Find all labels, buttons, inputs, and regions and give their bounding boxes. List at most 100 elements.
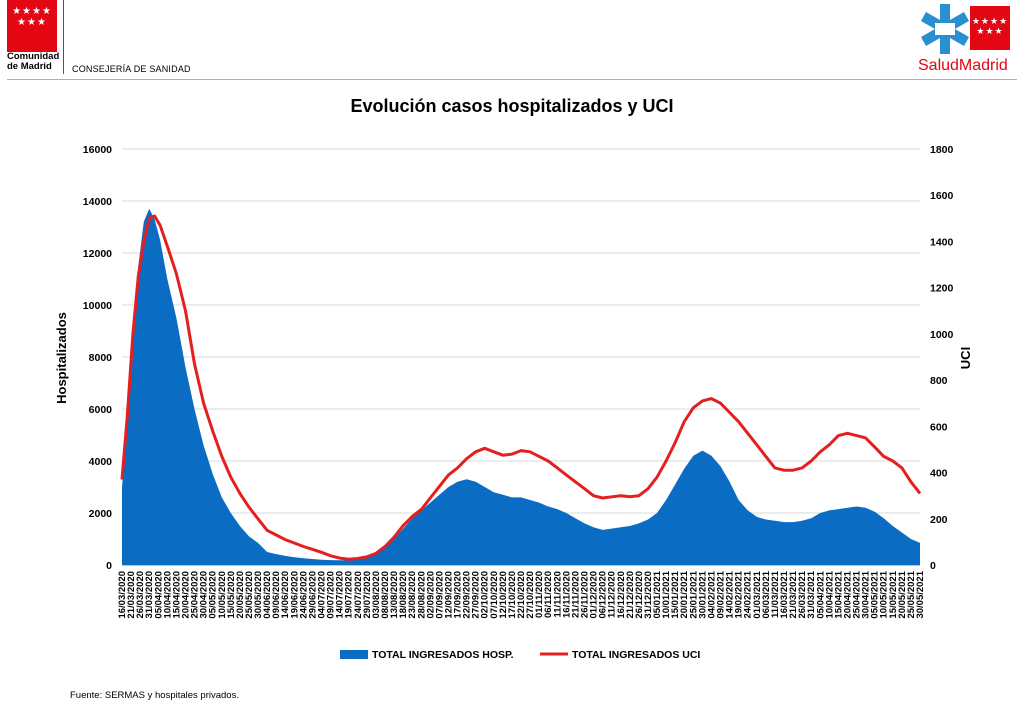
x-tick-label: 26/03/2020 — [135, 571, 146, 619]
x-tick-label: 15/05/2020 — [226, 571, 237, 619]
x-tick-label: 26/03/2021 — [797, 570, 808, 618]
x-tick-label: 30/05/2020 — [253, 571, 264, 619]
x-tick-label: 15/05/2021 — [888, 570, 899, 618]
x-tick-label: 24/07/2020 — [353, 571, 364, 619]
x-tick-label: 05/04/2021 — [815, 570, 826, 618]
x-tick-label: 16/11/2020 — [561, 571, 572, 618]
legend-label-hosp: TOTAL INGRESADOS HOSP. — [372, 649, 514, 661]
x-tick-label: 19/07/2020 — [344, 571, 355, 619]
brand-part2: Madrid — [958, 57, 1008, 74]
y2-tick-label: 0 — [930, 560, 936, 572]
x-tick-label: 09/02/2021 — [716, 570, 727, 618]
x-tick-label: 15/01/2021 — [670, 570, 681, 618]
source-note: Fuente: SERMAS y hospitales privados. — [70, 690, 239, 701]
y-tick-label: 4000 — [89, 456, 113, 468]
x-tick-label: 12/09/2020 — [444, 571, 455, 619]
x-tick-label: 22/10/2020 — [516, 571, 527, 619]
uci-line-series — [120, 214, 922, 561]
legend-swatch-hosp — [340, 650, 368, 659]
right-axis-ticks: 0 200 400 600 800 1000 1200 1400 1600 1800 — [930, 144, 954, 572]
x-tick-label: 05/05/2020 — [208, 571, 219, 619]
x-tick-label: 04/02/2021 — [706, 570, 717, 618]
y2-tick-label: 400 — [930, 468, 948, 480]
x-tick-label: 05/05/2021 — [870, 570, 881, 618]
x-tick-label: 21/11/2020 — [570, 571, 581, 618]
x-tick-label: 27/10/2020 — [525, 571, 536, 619]
x-tick-label: 29/07/2020 — [362, 571, 373, 619]
x-tick-label: 31/03/2021 — [806, 570, 817, 618]
y-axis-label: Hospitalizados — [54, 312, 69, 404]
x-tick-label: 14/07/2020 — [335, 571, 346, 619]
y-tick-label: 14000 — [83, 196, 112, 208]
uci-line — [120, 214, 922, 561]
y-tick-label: 16000 — [83, 144, 112, 156]
x-tick-label: 12/10/2020 — [498, 571, 509, 619]
y2-axis-label: UCI — [958, 347, 973, 369]
x-tick-label: 30/05/2021 — [915, 570, 926, 618]
hosp-area — [122, 208, 920, 566]
y-tick-label: 8000 — [89, 352, 113, 364]
x-tick-label: 25/05/2020 — [244, 571, 255, 619]
x-axis-ticks: 16/03/202021/03/202026/03/202031/03/2020… — [117, 570, 926, 618]
organization-name-line1: Comunidad — [7, 51, 60, 62]
x-tick-label: 14/02/2021 — [725, 570, 736, 618]
x-tick-label: 07/09/2020 — [434, 571, 445, 619]
x-tick-label: 20/01/2021 — [679, 570, 690, 618]
stars-icon: ★★★★ ★★★ — [12, 6, 52, 28]
x-tick-label: 21/12/2020 — [625, 571, 636, 619]
x-tick-label: 03/08/2020 — [371, 571, 382, 619]
x-tick-label: 14/06/2020 — [280, 571, 291, 619]
salud-madrid-logo: ★★★★ ★★★ SaludMadrid — [916, 2, 1016, 78]
x-tick-label: 15/04/2020 — [171, 571, 182, 619]
y2-tick-label: 1000 — [930, 329, 954, 341]
x-tick-label: 04/06/2020 — [262, 571, 273, 619]
x-tick-label: 15/04/2021 — [833, 570, 844, 618]
x-tick-label: 05/01/2021 — [652, 570, 663, 618]
chart-legend: TOTAL INGRESADOS HOSP. TOTAL INGRESADOS … — [340, 649, 700, 661]
x-tick-label: 10/04/2021 — [824, 570, 835, 618]
x-tick-label: 16/03/2021 — [779, 570, 790, 618]
x-tick-label: 17/10/2020 — [507, 571, 518, 619]
x-tick-label: 31/03/2020 — [144, 571, 155, 619]
left-axis-ticks: 0 2000 4000 6000 8000 10000 12000 14000 16000 — [83, 144, 112, 572]
x-tick-label: 31/12/2020 — [643, 571, 654, 619]
x-tick-label: 20/05/2021 — [897, 570, 908, 618]
y2-tick-label: 200 — [930, 514, 948, 526]
x-tick-label: 10/01/2021 — [661, 570, 672, 618]
x-tick-label: 16/03/2020 — [117, 571, 128, 619]
x-tick-label: 27/09/2020 — [471, 571, 482, 619]
x-tick-label: 26/12/2020 — [634, 571, 645, 619]
x-tick-label: 11/03/2021 — [770, 570, 781, 618]
x-tick-label: 18/08/2020 — [398, 571, 409, 619]
y-tick-label: 12000 — [83, 248, 112, 260]
y2-tick-label: 1200 — [930, 283, 954, 295]
x-tick-label: 26/11/2020 — [580, 571, 591, 618]
salud-madrid-wordmark: SaludMadrid — [918, 57, 1008, 75]
x-tick-label: 19/06/2020 — [289, 571, 300, 619]
y-tick-label: 10000 — [83, 300, 112, 312]
y-tick-label: 0 — [106, 560, 112, 572]
y2-tick-label: 800 — [930, 375, 948, 387]
x-tick-label: 21/03/2021 — [788, 570, 799, 618]
y-tick-label: 2000 — [89, 508, 113, 520]
x-tick-label: 30/04/2021 — [861, 570, 872, 618]
x-tick-label: 24/02/2021 — [743, 570, 754, 618]
brand-part1: Salud — [918, 57, 959, 74]
x-tick-label: 01/03/2021 — [752, 570, 763, 618]
x-tick-label: 01/12/2020 — [589, 571, 600, 619]
x-tick-label: 11/11/2020 — [552, 571, 563, 618]
page-header: ★★★★ ★★★ Comunidad de Madrid CONSEJERÍA D… — [0, 0, 1024, 82]
y2-tick-label: 1600 — [930, 190, 954, 202]
madrid-flag-icon: ★★★★ ★★★ — [970, 6, 1010, 50]
x-tick-label: 20/04/2020 — [181, 571, 192, 619]
x-tick-label: 13/08/2020 — [389, 571, 400, 619]
x-tick-label: 10/05/2021 — [879, 570, 890, 618]
x-tick-label: 21/03/2020 — [126, 571, 137, 619]
organization-name: Comunidad de Madrid — [7, 52, 59, 72]
organization-name-line2: de Madrid — [7, 61, 52, 72]
x-tick-label: 16/12/2020 — [616, 571, 627, 619]
x-tick-label: 30/01/2021 — [697, 570, 708, 618]
x-tick-label: 22/09/2020 — [462, 571, 473, 619]
star-of-life-icon — [921, 4, 969, 54]
